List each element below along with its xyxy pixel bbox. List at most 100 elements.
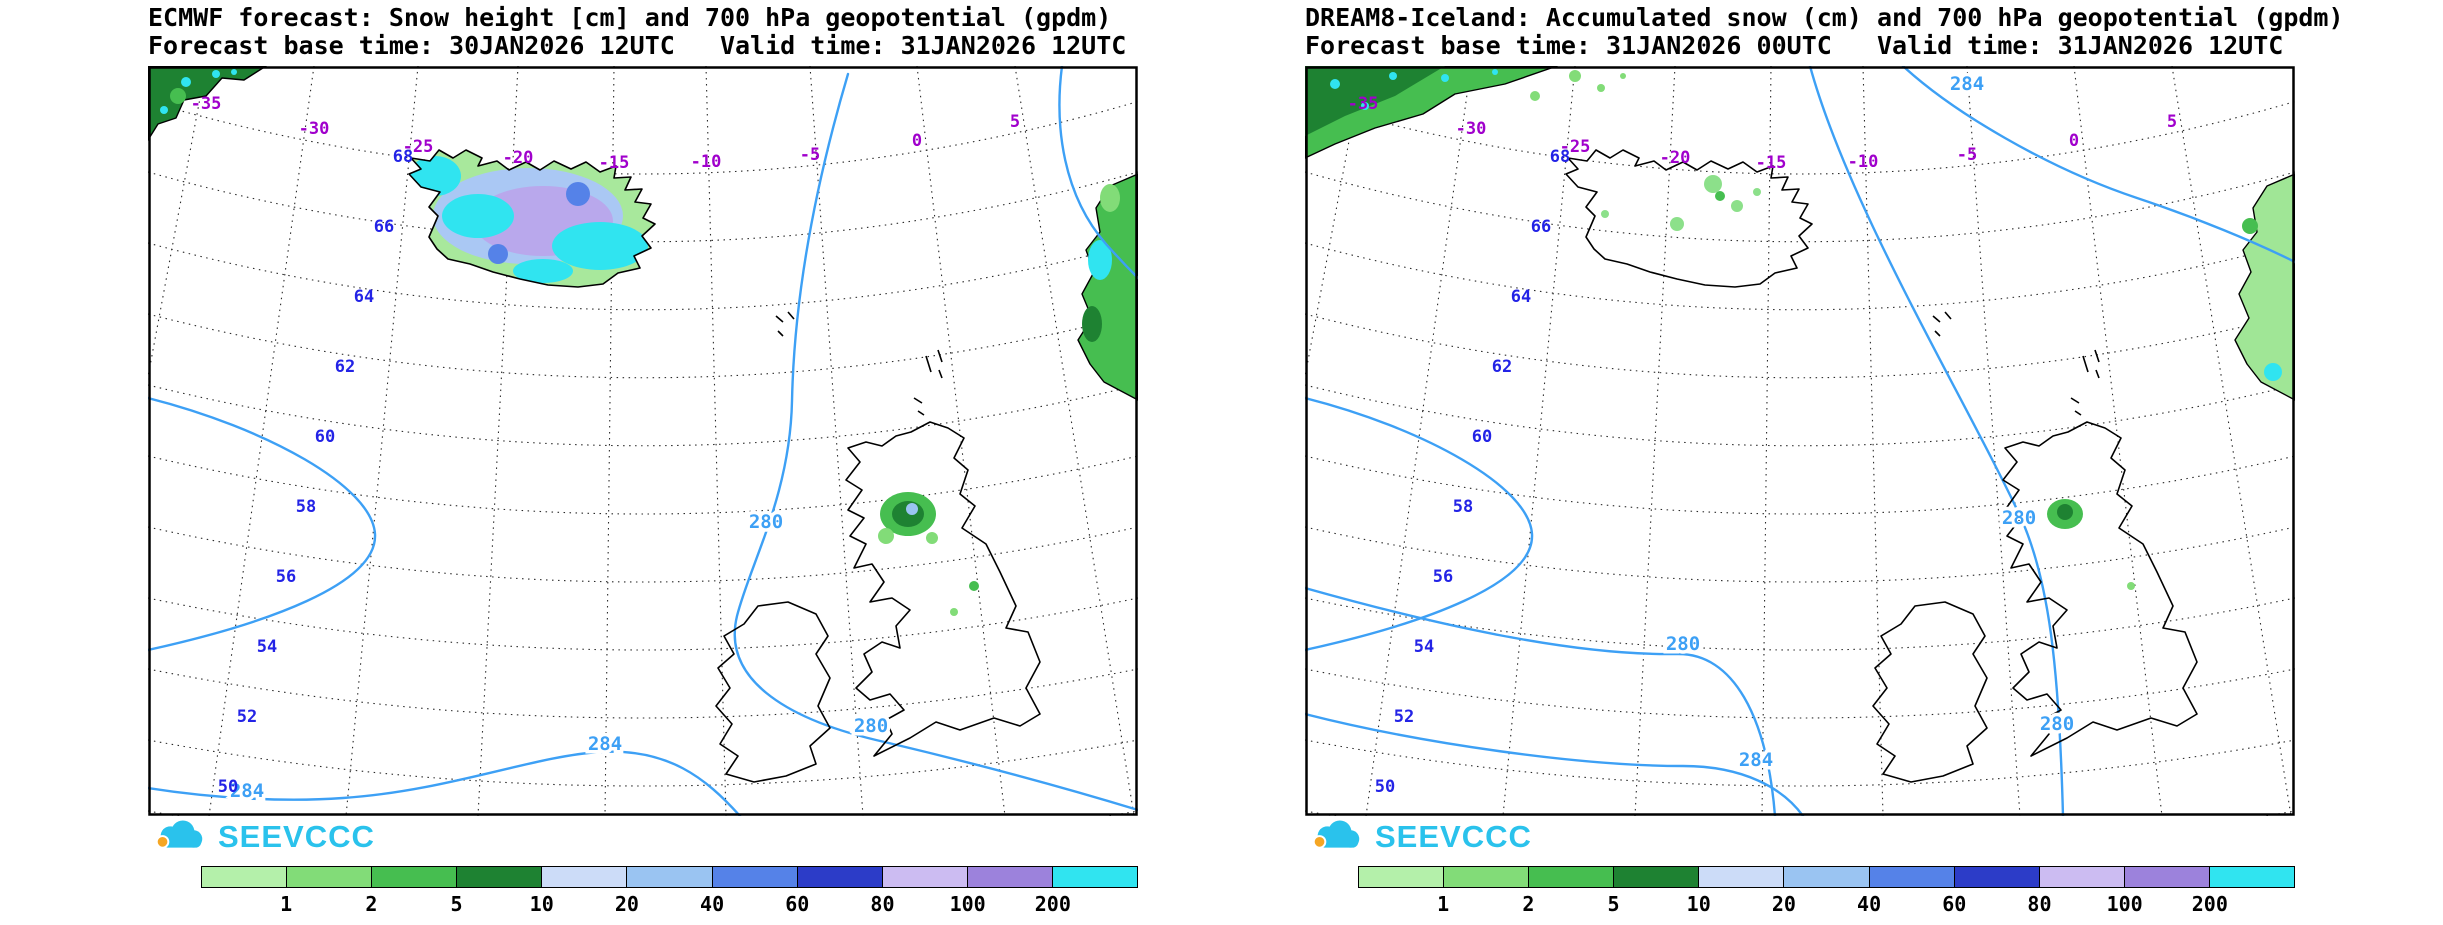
legend-bar: [201, 866, 1138, 888]
legend-color-segment: [967, 867, 1053, 887]
contour-label: 280: [854, 715, 888, 737]
geopotential-contour-ne: [1058, 66, 1138, 280]
legend-color-segment: [1699, 867, 1785, 887]
lat-label: 52: [237, 707, 257, 727]
legend-value-label: 60: [785, 892, 810, 916]
legend-color-segment: [1614, 867, 1700, 887]
snow-norway: [1077, 173, 1138, 401]
geopotential-contour-280-west: [1305, 586, 1777, 816]
panel-title: ECMWF forecast: Snow height [cm] and 700…: [148, 3, 1112, 32]
map-ecmwf: 280 280 284 284 68666462605856545250-35-…: [148, 66, 1138, 816]
lon-label: -15: [1756, 153, 1787, 173]
panel-ecmwf: ECMWF forecast: Snow height [cm] and 700…: [148, 3, 1138, 916]
lat-label: 58: [296, 497, 316, 517]
lat-label: 60: [315, 427, 335, 447]
lat-label: 52: [1394, 707, 1414, 727]
snow-iceland: [1601, 175, 1761, 231]
geopotential-contour-284: [148, 750, 742, 816]
contour-label: 284: [1739, 749, 1773, 771]
lat-label: 56: [1433, 567, 1453, 587]
snow-norway: [2234, 173, 2295, 401]
legend-value-label: 200: [2191, 892, 2228, 916]
lat-label: 50: [218, 777, 238, 797]
snow-greenland: [1305, 66, 1626, 159]
legend-bar: [1358, 866, 2295, 888]
snow-scotland: [2047, 499, 2135, 590]
legend-color-segment: [1954, 867, 2040, 887]
legend-value-label: 2: [365, 892, 378, 916]
lon-label: -15: [599, 153, 630, 173]
legend-color-segment: [1529, 867, 1615, 887]
legend: 1 2 5 10 20 40 60 80 100 200: [1358, 866, 2295, 920]
legend-value-label: 60: [1942, 892, 1967, 916]
lat-label: 64: [354, 287, 374, 307]
legend-color-segment: [1052, 867, 1138, 887]
legend-value-label: 80: [870, 892, 895, 916]
legend-color-segment: [457, 867, 543, 887]
contour-label: 280: [749, 511, 783, 533]
legend-color-segment: [372, 867, 458, 887]
map-dream8: 284 280 280 280 284 68666462605856545250…: [1305, 66, 2295, 816]
legend-value-label: 1: [280, 892, 293, 916]
lat-label: 54: [257, 637, 277, 657]
lat-label: 60: [1472, 427, 1492, 447]
legend-color-segment: [1869, 867, 1955, 887]
lat-label: 50: [1375, 777, 1395, 797]
legend-color-segment: [1784, 867, 1870, 887]
legend-color-segment: [712, 867, 798, 887]
geopotential-contour-284-bottom: [1305, 712, 1805, 816]
lon-label: 5: [1010, 112, 1020, 132]
lon-label: -25: [1560, 137, 1591, 157]
legend-value-label: 5: [450, 892, 463, 916]
seevccc-logo-text: SEEVCCC: [1375, 819, 1532, 854]
seevccc-cloud-icon: [1312, 820, 1360, 849]
panel-subtitle: Forecast base time: 30JAN2026 12UTC Vali…: [148, 31, 1127, 60]
legend-color-segment: [2209, 867, 2295, 887]
legend-value-label: 80: [2027, 892, 2052, 916]
contour-label: 280: [1666, 633, 1700, 655]
legend-value-label: 40: [700, 892, 725, 916]
geopotential-contour-280: [1808, 66, 2065, 816]
lat-label: 58: [1453, 497, 1473, 517]
legend-value-label: 10: [529, 892, 554, 916]
legend-color-segment: [1444, 867, 1530, 887]
contour-label: 284: [588, 733, 622, 755]
lon-label: -5: [1957, 145, 1977, 165]
lon-label: -10: [1848, 152, 1879, 172]
lon-label: -20: [503, 148, 534, 168]
snow-greenland: [148, 66, 267, 141]
legend-value-label: 200: [1034, 892, 1071, 916]
geopotential-contour-284-top: [1901, 66, 2295, 264]
geopotential-contour-trough: [148, 396, 377, 652]
lon-label: 5: [2167, 112, 2177, 132]
lat-label: 68: [393, 147, 413, 167]
lon-label: -20: [1660, 148, 1691, 168]
lon-label: -35: [1348, 94, 1379, 114]
panel-dream8: DREAM8-Iceland: Accumulated snow (cm) an…: [1157, 0, 2443, 925]
legend-value-label: 10: [1686, 892, 1711, 916]
lat-label: 54: [1414, 637, 1434, 657]
lon-label: 0: [2069, 131, 2079, 151]
lon-label: -25: [403, 137, 434, 157]
legend-value-label: 40: [1857, 892, 1882, 916]
snow-iceland: [409, 150, 655, 287]
contour-label: 284: [1950, 73, 1984, 95]
legend-color-segment: [797, 867, 883, 887]
seevccc-cloud-icon: [155, 820, 203, 849]
contour-label: 284: [230, 780, 264, 802]
seevccc-logo: SEEVCCC: [148, 816, 375, 858]
graticule: [1305, 66, 2295, 816]
legend-color-segment: [882, 867, 968, 887]
legend-value-label: 20: [1771, 892, 1796, 916]
legend-color-segment: [202, 867, 288, 887]
lat-label: 62: [335, 357, 355, 377]
lat-label: 68: [1550, 147, 1570, 167]
snow-scotland: [878, 492, 979, 616]
legend-color-segment: [2124, 867, 2210, 887]
contour-label: 280: [2002, 507, 2036, 529]
legend-value-label: 1: [1437, 892, 1450, 916]
lon-label: -35: [191, 94, 222, 114]
